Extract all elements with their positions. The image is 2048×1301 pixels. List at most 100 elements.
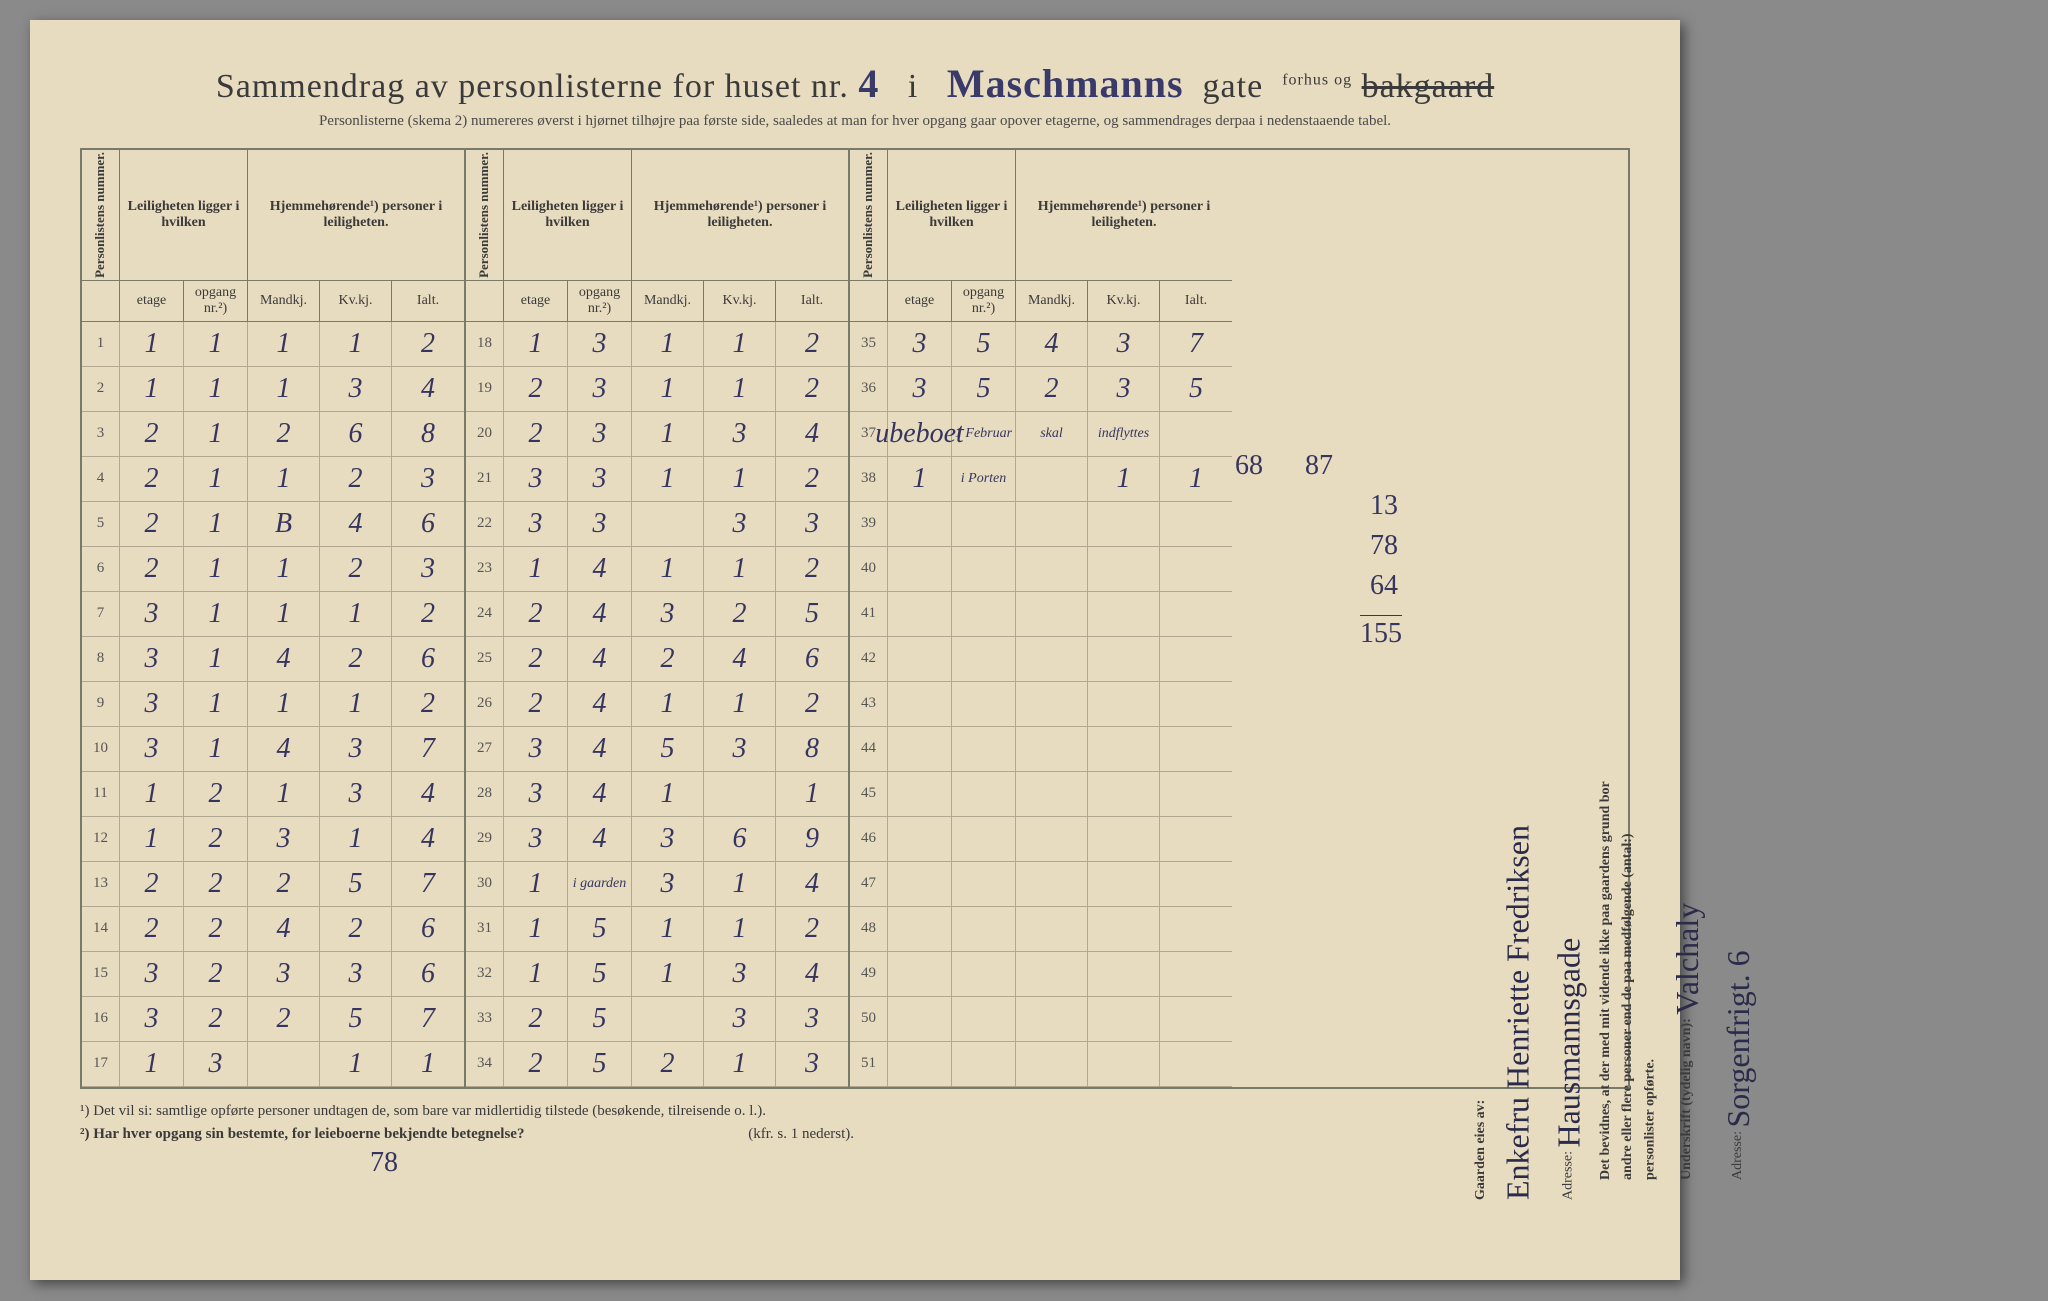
cell-etage: 3 [120,727,184,771]
row-number: 16 [82,997,120,1041]
cell-kvkj: 1 [704,322,776,366]
row-number: 18 [466,322,504,366]
cell-opgang [952,1042,1016,1086]
cell-ialt [1160,547,1232,591]
cell-etage: 3 [120,592,184,636]
cell-ialt: 3 [392,457,464,501]
cell-etage: 2 [120,907,184,951]
title-gate: gate [1203,68,1264,105]
cell-etage: ubeboet [888,412,952,456]
row-number: 19 [466,367,504,411]
hdr-num2 [850,281,888,321]
cell-ialt: 6 [392,907,464,951]
cell-opgang [952,907,1016,951]
table-row: 40 [850,547,1232,592]
row-number: 25 [466,637,504,681]
table-row: 41 [850,592,1232,637]
row-number: 50 [850,997,888,1041]
cell-kvkj [1088,727,1160,771]
cell-ialt: 9 [776,817,848,861]
cell-ialt: 2 [776,367,848,411]
cell-mandkj: skal [1016,412,1088,456]
cell-mandkj: 2 [248,862,320,906]
hdr-ialt: Ialt. [776,281,848,321]
cell-kvkj: 6 [320,412,392,456]
row-number: 23 [466,547,504,591]
hdr-num: Personlistens nummer. [82,150,120,280]
sum-extra-3: 155 [1360,615,1402,650]
cell-mandkj: B [248,502,320,546]
block-2: Personlistens nummer.Leiligheten ligger … [466,150,850,1087]
census-form: Sammendrag av personlisterne for huset n… [30,20,1680,1280]
row-number: 45 [850,772,888,816]
cell-mandkj: 2 [248,412,320,456]
row-number: 27 [466,727,504,771]
cell-mandkj: 1 [632,457,704,501]
table-row: 39 [850,502,1232,547]
cell-etage: 3 [504,772,568,816]
cell-mandkj [1016,457,1088,501]
cell-etage: 2 [120,502,184,546]
title-line: Sammendrag av personlisterne for huset n… [80,60,1630,107]
table-row: 2314112 [466,547,848,592]
cell-etage [888,727,952,771]
row-number: 8 [82,637,120,681]
sum-kvkj: 87 [1305,450,1333,482]
cell-mandkj: 1 [248,367,320,411]
cell-kvkj [1088,817,1160,861]
cell-mandkj: 3 [632,592,704,636]
cell-opgang: 4 [568,817,632,861]
cell-ialt [1160,907,1232,951]
cell-mandkj [1016,682,1088,726]
row-number: 11 [82,772,120,816]
cell-kvkj: 1 [320,682,392,726]
row-number: 10 [82,727,120,771]
cell-kvkj [1088,862,1160,906]
cell-opgang: 1 [184,727,248,771]
cell-etage [888,547,952,591]
cell-kvkj [1088,772,1160,816]
table-row: 1422426 [82,907,464,952]
table-row: 2734538 [466,727,848,772]
cell-kvkj [1088,1042,1160,1086]
cell-ialt [1160,817,1232,861]
cell-etage [888,682,952,726]
title-i: i [908,68,918,105]
cell-ialt: 4 [776,952,848,996]
cell-kvkj: 2 [704,592,776,636]
cell-opgang: 1 [184,502,248,546]
cell-opgang [952,547,1016,591]
cell-opgang: 3 [568,412,632,456]
cell-mandkj: 1 [248,772,320,816]
sum-extra-0: 13 [1370,490,1398,522]
gaarden-label: Gaarden eies av: [1473,1100,1488,1200]
cell-ialt: 7 [392,997,464,1041]
cell-mandkj: 3 [248,952,320,996]
row-number: 36 [850,367,888,411]
cell-mandkj: 1 [632,412,704,456]
hdr-leiligheten: Leiligheten ligger i hvilken [504,150,632,280]
row-number: 32 [466,952,504,996]
row-number: 44 [850,727,888,771]
row-number: 26 [466,682,504,726]
cell-etage: 3 [120,997,184,1041]
table-row: 3115112 [466,907,848,952]
table-row: 111112 [82,322,464,367]
cell-ialt [1160,997,1232,1041]
footnote-2: ²) Har hver opgang sin bestemte, for lei… [80,1126,524,1142]
table-row: 283411 [466,772,848,817]
cell-ialt: 5 [776,592,848,636]
cell-etage [888,502,952,546]
cell-opgang: 4 [568,592,632,636]
table-row: 931112 [82,682,464,727]
table-row: 3215134 [466,952,848,997]
hdr-kvkj: Kv.kj. [1088,281,1160,321]
cell-mandkj [1016,907,1088,951]
table-row: 2133112 [466,457,848,502]
cell-ialt [1160,502,1232,546]
hdr-hjemme: Hjemmehørende¹) personer i leiligheten. [248,150,464,280]
cell-kvkj [1088,547,1160,591]
cell-ialt: 4 [776,862,848,906]
hdr-num: Personlistens nummer. [850,150,888,280]
table-row: 46 [850,817,1232,862]
